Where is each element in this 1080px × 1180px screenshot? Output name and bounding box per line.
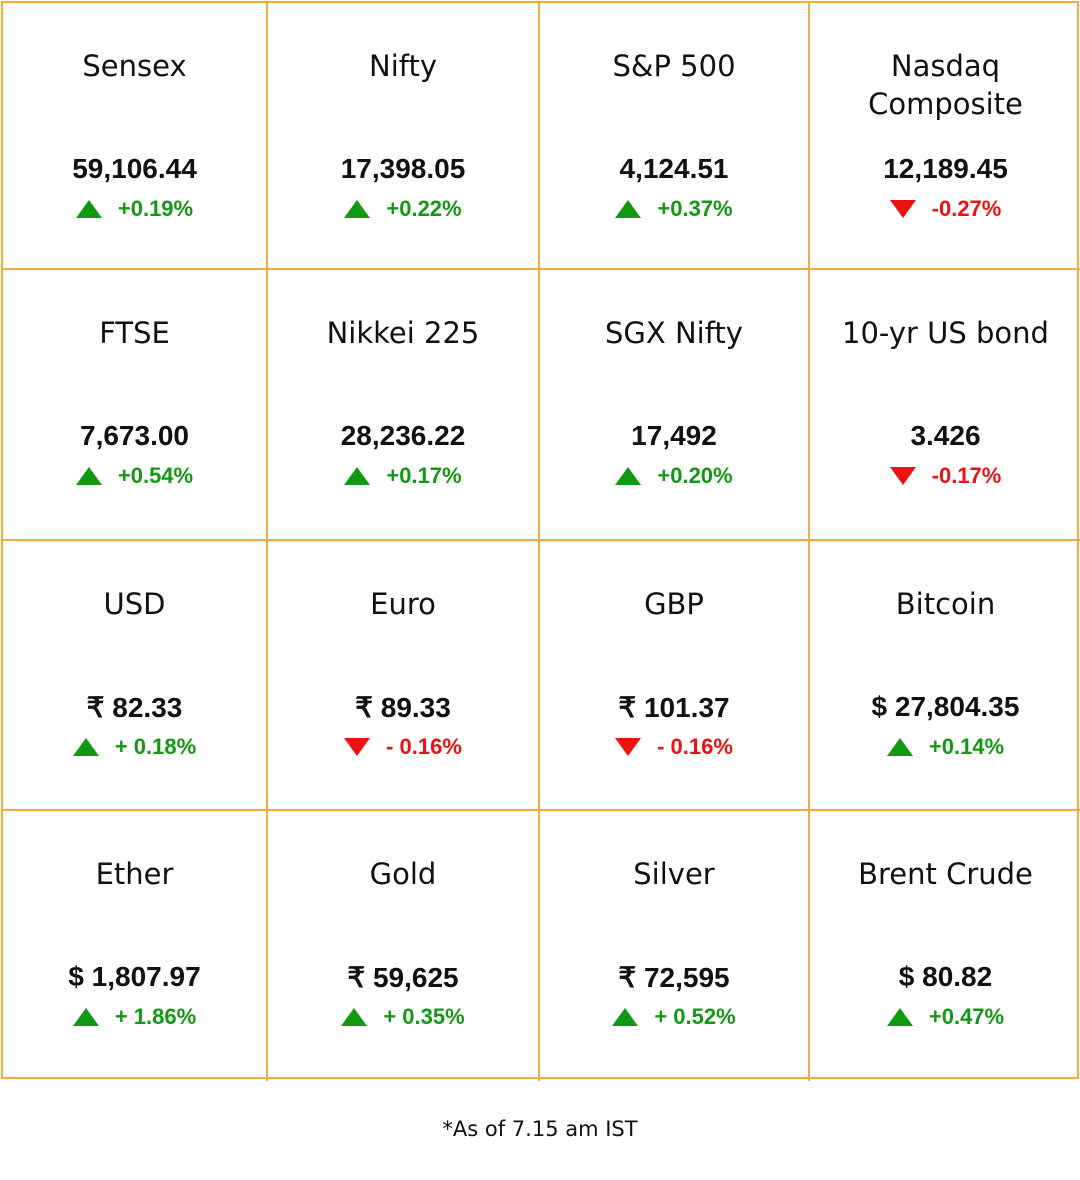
instrument-value: 12,189.45 [883, 153, 1008, 184]
change-indicator: +0.47% [810, 1004, 1080, 1030]
change-indicator: +0.17% [268, 463, 538, 489]
triangle-down-icon [889, 467, 916, 485]
percent-change: +0.20% [657, 463, 733, 488]
instrument-name: Bitcoin [895, 587, 996, 621]
instrument-value: 59,106.44 [72, 153, 197, 184]
market-cell: USD ₹ 82.33 + 0.18% [3, 541, 268, 811]
change-indicator: +0.54% [3, 463, 266, 489]
instrument-name: Gold [369, 857, 437, 891]
triangle-up-icon [615, 200, 642, 218]
triangle-up-icon [615, 467, 642, 485]
market-cell: Euro ₹ 89.33 - 0.16% [268, 541, 540, 811]
percent-change: -0.17% [931, 463, 1002, 488]
market-cell: SGX Nifty 17,492 +0.20% [540, 270, 810, 541]
market-grid: Sensex 59,106.44 +0.19% Nifty 17,398.05 … [1, 1, 1080, 1081]
change-indicator: +0.19% [3, 196, 266, 222]
triangle-down-icon [615, 738, 642, 756]
market-cell: Nifty 17,398.05 +0.22% [268, 3, 540, 270]
instrument-name: FTSE [99, 316, 170, 350]
instrument-value: 17,492 [631, 420, 717, 451]
change-indicator: +0.22% [268, 196, 538, 222]
triangle-up-icon [612, 1008, 639, 1026]
instrument-value: 7,673.00 [80, 420, 189, 451]
percent-change: +0.22% [386, 196, 462, 221]
market-cell: GBP ₹ 101.37 - 0.16% [540, 541, 810, 811]
change-indicator: - 0.16% [540, 734, 808, 760]
instrument-name: Nifty [369, 49, 437, 83]
change-indicator: + 0.52% [540, 1004, 808, 1030]
percent-change: +0.14% [928, 734, 1005, 759]
instrument-name: Euro [370, 587, 436, 621]
market-cell: Ether $ 1,807.97 + 1.86% [3, 811, 268, 1081]
triangle-down-icon [344, 738, 371, 756]
instrument-value: ₹ 82.33 [86, 692, 183, 723]
instrument-value: 28,236.22 [340, 420, 466, 451]
instrument-name: Nikkei 225 [326, 316, 480, 350]
instrument-value: ₹ 89.33 [355, 692, 451, 723]
instrument-value: 4,124.51 [619, 153, 729, 184]
market-cell: Nasdaq Composite 12,189.45 -0.27% [810, 3, 1080, 270]
change-indicator: -0.17% [810, 463, 1080, 489]
percent-change: + 0.52% [654, 1004, 736, 1029]
triangle-up-icon [886, 738, 913, 756]
change-indicator: - 0.16% [268, 734, 538, 760]
triangle-up-icon [341, 1008, 368, 1026]
market-cell: S&P 500 4,124.51 +0.37% [540, 3, 810, 270]
instrument-value: $ 27,804.35 [871, 691, 1020, 722]
instrument-name: USD [103, 587, 166, 621]
instrument-name: GBP [644, 587, 704, 621]
triangle-up-icon [344, 467, 371, 485]
instrument-value: 17,398.05 [340, 153, 466, 184]
market-cell: Nikkei 225 28,236.22 +0.17% [268, 270, 540, 541]
instrument-value: ₹ 101.37 [618, 692, 730, 723]
triangle-up-icon [886, 1008, 913, 1026]
change-indicator: +0.37% [540, 196, 808, 222]
percent-change: +0.19% [117, 196, 194, 221]
percent-change: +0.37% [657, 196, 733, 221]
percent-change: + 0.35% [383, 1004, 465, 1029]
triangle-down-icon [889, 200, 916, 218]
instrument-name: 10-yr US bond [842, 316, 1049, 350]
triangle-up-icon [72, 1008, 99, 1026]
percent-change: + 0.18% [114, 734, 197, 759]
timestamp-note: *As of 7.15 am IST [442, 1117, 638, 1141]
triangle-up-icon [75, 200, 102, 218]
market-cell: Sensex 59,106.44 +0.19% [3, 3, 268, 270]
instrument-name: Sensex [82, 49, 187, 83]
market-cell: 10-yr US bond 3.426 -0.17% [810, 270, 1080, 541]
instrument-name: Silver [633, 857, 715, 891]
instrument-value: $ 80.82 [898, 961, 993, 992]
change-indicator: -0.27% [810, 196, 1080, 222]
market-cell: Brent Crude $ 80.82 +0.47% [810, 811, 1080, 1081]
triangle-up-icon [75, 467, 102, 485]
triangle-up-icon [344, 200, 371, 218]
percent-change: - 0.16% [657, 734, 733, 759]
change-indicator: + 0.35% [268, 1004, 538, 1030]
percent-change: - 0.16% [386, 734, 462, 759]
percent-change: + 1.86% [114, 1004, 197, 1029]
percent-change: -0.27% [931, 196, 1002, 221]
market-cell: Silver ₹ 72,595 + 0.52% [540, 811, 810, 1081]
market-cell: FTSE 7,673.00 +0.54% [3, 270, 268, 541]
change-indicator: +0.20% [540, 463, 808, 489]
instrument-name: Nasdaq Composite [868, 49, 1023, 121]
market-cell: Gold ₹ 59,625 + 0.35% [268, 811, 540, 1081]
instrument-name: Ether [95, 857, 174, 891]
instrument-name: SGX Nifty [605, 316, 743, 350]
triangle-up-icon [72, 738, 99, 756]
percent-change: +0.47% [928, 1004, 1005, 1029]
instrument-value: 3.426 [910, 420, 981, 451]
percent-change: +0.54% [117, 463, 194, 488]
instrument-value: ₹ 59,625 [347, 962, 459, 993]
percent-change: +0.17% [386, 463, 462, 488]
change-indicator: + 0.18% [3, 734, 266, 760]
market-cell: Bitcoin $ 27,804.35 +0.14% [810, 541, 1080, 811]
instrument-value: $ 1,807.97 [68, 961, 201, 992]
change-indicator: +0.14% [810, 734, 1080, 760]
instrument-value: ₹ 72,595 [618, 962, 730, 993]
change-indicator: + 1.86% [3, 1004, 266, 1030]
instrument-name: Brent Crude [858, 857, 1033, 891]
instrument-name: S&P 500 [612, 49, 736, 83]
